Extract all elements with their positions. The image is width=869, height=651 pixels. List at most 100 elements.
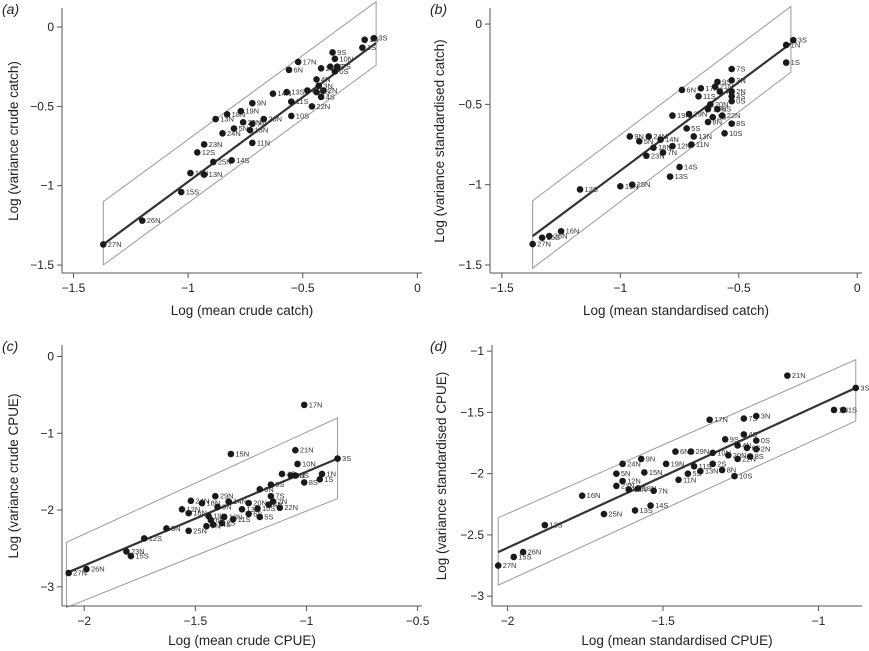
point-label: 18N	[207, 499, 221, 508]
point-label: 5N	[238, 124, 248, 133]
data-point	[529, 240, 536, 248]
point-label: 15S	[135, 552, 148, 561]
data-point	[285, 66, 293, 74]
data-point	[613, 482, 620, 490]
data-point	[672, 448, 679, 455]
data-point	[690, 463, 698, 470]
point-label: 1S	[324, 475, 333, 484]
data-point	[643, 152, 650, 160]
point-label: 7N	[667, 148, 677, 157]
point-label: 22N	[727, 111, 741, 120]
point-label: 6N	[294, 65, 304, 74]
data-point	[631, 507, 639, 514]
data-point	[666, 173, 674, 180]
data-point	[697, 467, 704, 475]
x-tick-label-c: −1	[300, 614, 314, 628]
data-point	[287, 98, 295, 105]
point-label: 8S	[755, 452, 764, 461]
data-point	[789, 36, 797, 44]
point-label: 11S	[703, 92, 716, 101]
data-point	[65, 569, 72, 577]
y-tick-label-c: −2	[40, 503, 54, 517]
data-point	[782, 41, 790, 49]
data-point	[752, 412, 760, 420]
point-label: 6S	[253, 509, 262, 518]
point-label: 16N	[587, 491, 601, 500]
point-label: 9S	[337, 48, 346, 57]
point-label: 5S	[691, 124, 700, 133]
data-point	[687, 448, 695, 455]
point-label: 15N	[235, 450, 249, 459]
point-label: 11S	[699, 462, 712, 471]
data-point	[557, 227, 565, 235]
point-label: 12N	[187, 505, 201, 514]
data-point	[704, 105, 712, 113]
regression-line-d	[497, 386, 857, 554]
x-tick-label-a: 0	[414, 281, 421, 295]
data-point	[697, 85, 705, 92]
point-label: 24N	[627, 459, 641, 468]
data-point	[185, 527, 192, 535]
data-point	[662, 460, 670, 468]
point-label: 10N	[717, 448, 731, 457]
point-label: 4S	[736, 92, 745, 101]
point-label: 6N	[686, 85, 696, 94]
data-point	[635, 138, 643, 145]
y-axis-title-a: Log (variance crude catch)	[6, 61, 21, 221]
point-label: 18N	[643, 484, 657, 493]
point-label: 23N	[651, 151, 665, 160]
y-tick-label-d: −1	[470, 344, 484, 358]
data-point	[359, 44, 366, 51]
data-point	[185, 509, 192, 517]
x-tick-label-b: −1	[613, 281, 627, 295]
point-label: 25N	[608, 510, 622, 519]
data-point	[704, 118, 712, 126]
data-point	[782, 59, 790, 66]
data-point	[740, 415, 748, 422]
data-point	[619, 477, 626, 485]
data-point	[228, 157, 235, 164]
point-label: 16N	[566, 227, 580, 236]
y-tick-label-d: −1.5	[460, 405, 484, 419]
x-tick-label-c: −1.5	[183, 614, 207, 628]
data-point	[203, 522, 210, 530]
data-point	[634, 485, 642, 492]
panel-b: (b) Log (mean standardised catch) Log (v…	[430, 1, 862, 318]
point-label: 7S	[736, 65, 745, 74]
point-label: 4S	[326, 92, 335, 101]
y-tick-label-c: −3	[40, 580, 54, 594]
point-label: 13S	[640, 506, 653, 515]
panel-label-a: (a)	[2, 1, 19, 17]
y-axis-title-d: Log (variance standardised CPUE)	[434, 372, 449, 581]
data-point	[292, 446, 299, 454]
point-label: 26N	[554, 232, 568, 241]
data-point	[294, 460, 301, 468]
point-label: 7S	[748, 414, 757, 423]
data-point	[317, 93, 325, 101]
data-point	[334, 455, 341, 462]
y-tick-label-a: −0.5	[30, 99, 54, 113]
x-tick-label-b: 0	[854, 281, 861, 295]
point-label: 14S	[236, 156, 249, 165]
point-label: 12S	[202, 148, 215, 157]
data-point	[510, 553, 518, 561]
point-label: 5S	[264, 512, 273, 521]
point-label: 13N	[698, 132, 712, 141]
data-point	[223, 111, 231, 118]
point-label: 12S	[549, 521, 562, 530]
data-point	[83, 565, 90, 573]
point-label: 10S	[739, 472, 752, 481]
point-label: 0S	[761, 436, 770, 445]
point-label: 5S	[692, 469, 701, 478]
data-point	[669, 142, 676, 150]
point-label: 1S	[791, 58, 800, 67]
data-point	[245, 499, 252, 507]
point-label: 6S	[722, 105, 731, 114]
point-label: 4S	[748, 430, 757, 439]
data-point	[830, 406, 838, 414]
data-point	[626, 133, 634, 140]
point-label: 1S	[367, 43, 376, 52]
panel-label-c: (c)	[2, 338, 18, 354]
point-label: 29N	[695, 447, 709, 456]
point-label: 9S	[730, 435, 739, 444]
